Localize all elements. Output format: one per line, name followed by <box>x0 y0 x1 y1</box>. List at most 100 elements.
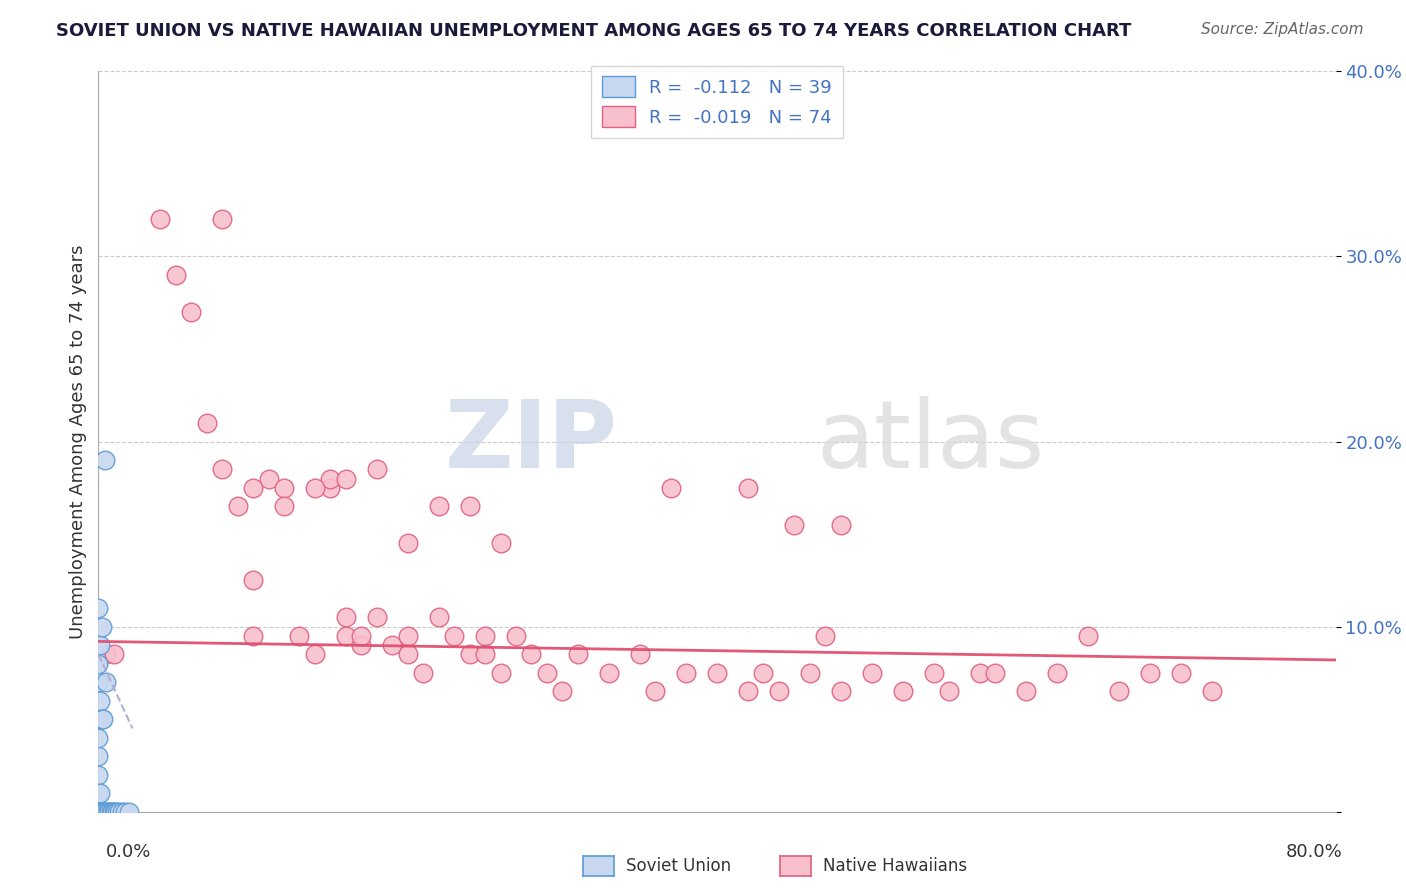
Point <box>396 629 419 643</box>
Point <box>335 472 357 486</box>
Point <box>458 648 481 662</box>
Point <box>104 805 127 819</box>
Text: 0.0%: 0.0% <box>105 843 150 861</box>
Point <box>87 638 110 652</box>
Point <box>768 684 790 698</box>
Legend: R =  -0.112   N = 39, R =  -0.019   N = 74: R = -0.112 N = 39, R = -0.019 N = 74 <box>592 66 842 138</box>
Point <box>969 665 991 680</box>
Point <box>567 648 589 662</box>
Point <box>242 574 264 588</box>
Point <box>860 665 883 680</box>
Point <box>319 472 342 486</box>
Point <box>737 684 759 698</box>
Point <box>98 805 121 819</box>
Point <box>111 805 132 819</box>
Point <box>891 684 914 698</box>
Point <box>458 500 481 514</box>
Point <box>100 805 122 819</box>
Point <box>87 805 110 819</box>
Point <box>87 805 110 819</box>
Point <box>427 610 450 624</box>
Point <box>520 648 543 662</box>
Point <box>659 481 682 495</box>
Point <box>96 805 118 819</box>
Text: Source: ZipAtlas.com: Source: ZipAtlas.com <box>1201 22 1364 37</box>
Point <box>93 453 115 467</box>
Point <box>87 749 110 764</box>
Point <box>799 665 821 680</box>
Point <box>87 805 110 819</box>
Point <box>644 684 666 698</box>
Point <box>96 648 118 662</box>
Point <box>89 805 111 819</box>
Point <box>91 712 114 726</box>
Point <box>938 684 960 698</box>
Point <box>89 638 111 652</box>
Point <box>1170 665 1192 680</box>
Point <box>984 665 1007 680</box>
Text: ZIP: ZIP <box>446 395 619 488</box>
Point <box>412 665 434 680</box>
Point <box>319 481 342 495</box>
Point <box>93 805 115 819</box>
Point <box>97 805 120 819</box>
Point <box>381 638 404 652</box>
Point <box>242 481 264 495</box>
Point <box>427 500 450 514</box>
Point <box>211 212 233 227</box>
Point <box>598 665 620 680</box>
Point <box>505 629 527 643</box>
Point <box>396 536 419 550</box>
Point <box>89 786 111 800</box>
Point <box>89 694 111 708</box>
Point <box>304 648 326 662</box>
Point <box>350 638 373 652</box>
Point <box>1108 684 1130 698</box>
Point <box>149 212 172 227</box>
Point <box>105 805 128 819</box>
Point <box>628 648 651 662</box>
Point <box>335 610 357 624</box>
Text: Native Hawaiians: Native Hawaiians <box>823 857 967 875</box>
Point <box>443 629 465 643</box>
Point <box>489 665 512 680</box>
Point <box>87 786 110 800</box>
Point <box>211 462 233 476</box>
Point <box>87 601 110 615</box>
Point <box>752 665 775 680</box>
Point <box>814 629 837 643</box>
Point <box>87 731 110 745</box>
Point <box>91 805 114 819</box>
Point <box>675 665 697 680</box>
Point <box>90 712 112 726</box>
Point <box>273 481 295 495</box>
Point <box>706 665 728 680</box>
Point <box>474 648 496 662</box>
Point <box>242 629 264 643</box>
Point <box>107 805 129 819</box>
Point <box>366 462 388 476</box>
Point <box>90 619 112 633</box>
Point <box>87 767 110 781</box>
Text: atlas: atlas <box>815 395 1045 488</box>
Point <box>165 268 187 282</box>
Point <box>180 305 202 319</box>
Point <box>350 629 373 643</box>
Point <box>366 610 388 624</box>
Text: SOVIET UNION VS NATIVE HAWAIIAN UNEMPLOYMENT AMONG AGES 65 TO 74 YEARS CORRELATI: SOVIET UNION VS NATIVE HAWAIIAN UNEMPLOY… <box>56 22 1132 40</box>
Point <box>87 657 110 671</box>
Point <box>737 481 759 495</box>
Point <box>101 805 124 819</box>
Point <box>1046 665 1069 680</box>
Point <box>90 805 112 819</box>
Point <box>195 416 218 430</box>
Point <box>489 536 512 550</box>
Point <box>87 805 110 819</box>
Y-axis label: Unemployment Among Ages 65 to 74 years: Unemployment Among Ages 65 to 74 years <box>69 244 87 639</box>
Point <box>103 648 125 662</box>
Point <box>335 629 357 643</box>
Point <box>783 517 806 532</box>
Point <box>830 517 852 532</box>
Point <box>226 500 249 514</box>
Point <box>474 629 496 643</box>
